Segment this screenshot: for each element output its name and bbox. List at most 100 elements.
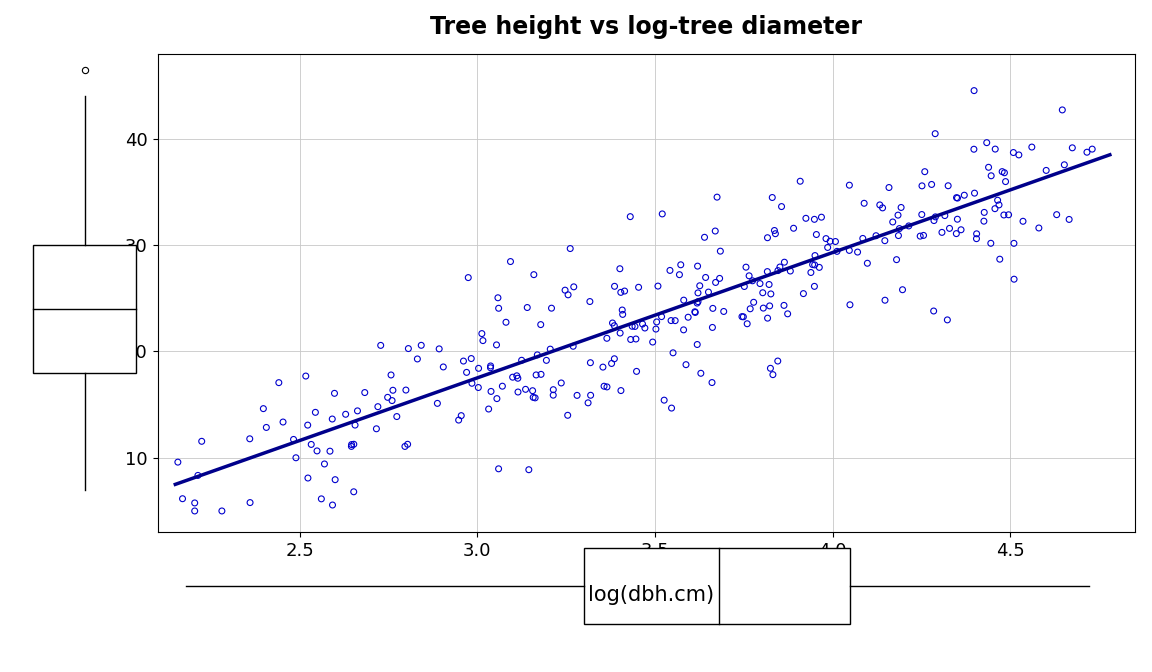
Point <box>964 144 983 155</box>
Point <box>714 306 733 317</box>
Point <box>805 259 824 270</box>
Point <box>761 288 780 299</box>
Point <box>463 378 482 388</box>
Point <box>771 261 789 272</box>
Point <box>395 441 414 452</box>
Point <box>605 281 623 292</box>
Point <box>614 309 632 320</box>
Point <box>1023 142 1041 153</box>
Point <box>689 288 707 298</box>
Point <box>644 337 662 347</box>
Point <box>298 472 317 483</box>
Point <box>308 446 326 456</box>
Point <box>978 137 996 148</box>
Point <box>342 441 361 452</box>
Point <box>387 411 406 422</box>
Point <box>528 349 546 360</box>
Point <box>479 404 498 415</box>
Point <box>889 210 908 220</box>
Point <box>532 369 551 380</box>
Point <box>541 344 560 355</box>
Point <box>564 341 583 351</box>
Point <box>991 254 1009 265</box>
Point <box>655 394 674 405</box>
Point <box>775 257 794 267</box>
Point <box>760 300 779 311</box>
Point <box>760 279 779 290</box>
Point <box>1063 142 1082 153</box>
Point <box>761 363 780 374</box>
Point <box>379 392 397 403</box>
Point <box>785 223 803 234</box>
Point <box>612 287 630 298</box>
Point <box>531 319 550 330</box>
Point <box>965 187 984 198</box>
Point <box>509 373 528 384</box>
Title: Tree height vs log-tree diameter: Tree height vs log-tree diameter <box>430 15 862 40</box>
Point <box>948 193 967 204</box>
Point <box>979 162 998 173</box>
Point <box>627 333 645 344</box>
Point <box>758 312 776 323</box>
Point <box>758 266 776 277</box>
Point <box>733 311 751 322</box>
Point <box>889 230 908 241</box>
Point <box>1083 144 1101 155</box>
Point <box>615 286 634 296</box>
Point <box>544 384 562 395</box>
Point <box>516 384 535 394</box>
Point <box>508 370 526 381</box>
Point <box>675 295 694 306</box>
Point <box>348 405 366 416</box>
Point <box>367 423 386 434</box>
Point <box>604 318 622 329</box>
Point <box>775 300 794 310</box>
Point <box>598 333 616 343</box>
Point <box>880 182 899 193</box>
Point <box>189 470 207 480</box>
Point <box>763 192 781 203</box>
Point <box>866 230 885 241</box>
Point <box>344 487 363 497</box>
Point <box>241 433 259 444</box>
Point <box>649 281 667 292</box>
Point <box>469 363 487 374</box>
Point <box>434 362 453 372</box>
Point <box>707 192 726 202</box>
Point <box>469 382 487 393</box>
Point <box>876 235 894 246</box>
Point <box>173 493 191 504</box>
Point <box>858 258 877 269</box>
Point <box>598 382 616 392</box>
Point <box>887 254 905 265</box>
Point <box>336 409 355 419</box>
Point <box>537 355 555 366</box>
Point <box>526 392 545 403</box>
Point <box>274 417 293 427</box>
Point <box>568 390 586 401</box>
Point <box>490 464 508 474</box>
Point <box>808 229 826 240</box>
Point <box>636 323 654 333</box>
Point <box>412 340 431 351</box>
Point <box>854 233 872 244</box>
Point <box>458 272 477 283</box>
Point <box>955 190 973 200</box>
Point <box>185 505 204 516</box>
Point <box>995 167 1014 178</box>
Point <box>703 322 721 333</box>
Point <box>1030 222 1048 233</box>
Point <box>653 208 672 219</box>
Point <box>738 319 757 329</box>
Point <box>1055 159 1074 170</box>
Point <box>840 180 858 191</box>
Point <box>876 295 894 306</box>
Point <box>884 216 902 227</box>
Point <box>556 285 575 296</box>
Point <box>384 385 402 396</box>
Point <box>947 192 965 203</box>
Point <box>765 225 783 236</box>
Point <box>740 270 758 281</box>
Point <box>755 302 773 313</box>
Point <box>473 335 492 346</box>
